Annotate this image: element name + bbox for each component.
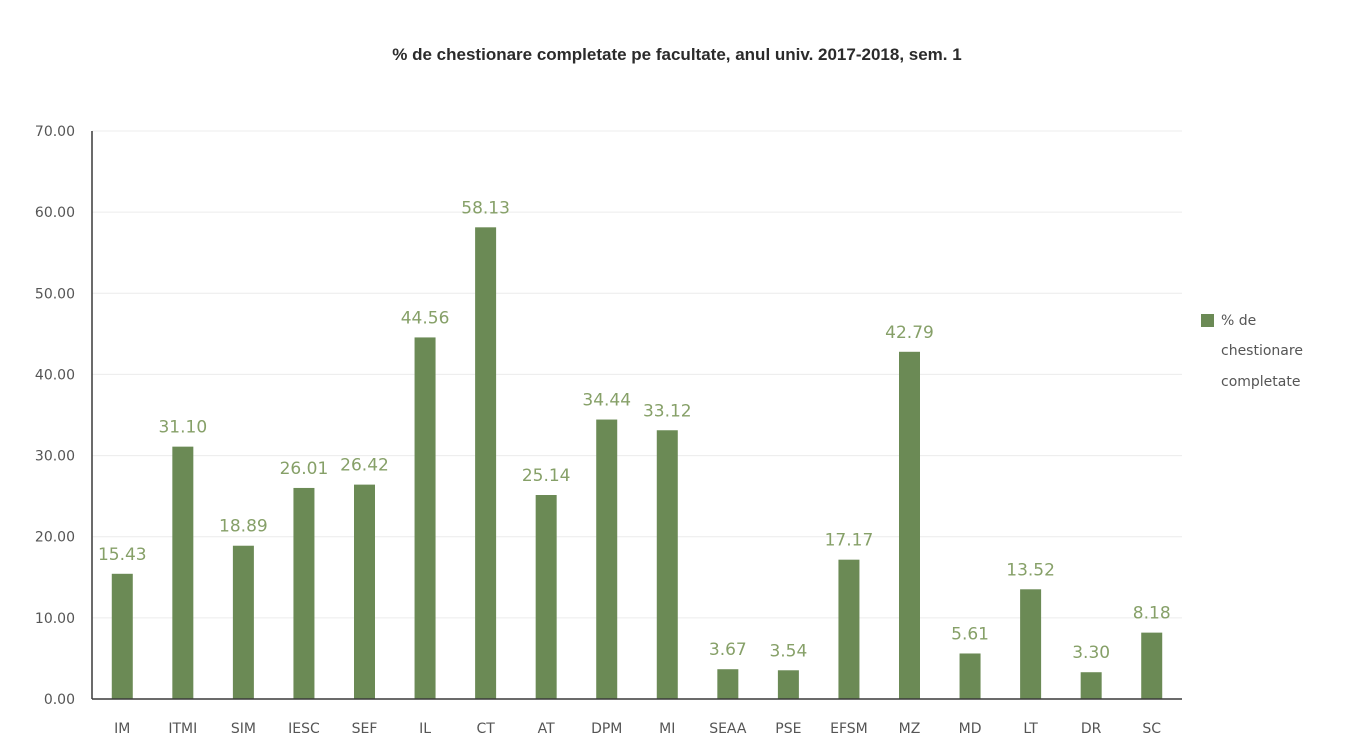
- bar-dr: [1080, 672, 1102, 699]
- x-tick-label: IL: [419, 721, 431, 737]
- y-tick-label: 20.00: [35, 530, 75, 546]
- bar-lt: [1020, 589, 1042, 699]
- y-tick-label: 70.00: [35, 124, 75, 140]
- y-tick-label: 50.00: [35, 286, 75, 302]
- bar-im: [111, 573, 133, 699]
- x-tick-label: SEF: [352, 721, 378, 737]
- bar-md: [959, 653, 981, 699]
- bar-itmi: [172, 446, 194, 699]
- x-tick-label: DPM: [591, 721, 622, 737]
- x-tick-label: MZ: [899, 721, 921, 737]
- x-tick-label: PSE: [775, 721, 801, 737]
- bar-iesc: [293, 487, 315, 699]
- data-label: 26.42: [340, 456, 389, 476]
- data-label: 13.52: [1006, 560, 1055, 580]
- bar-dpm: [596, 419, 618, 699]
- legend: % de chestionare completate: [1201, 313, 1303, 390]
- x-tick-label: IM: [114, 721, 130, 737]
- data-label: 33.12: [643, 401, 692, 421]
- x-tick-label: MI: [659, 721, 675, 737]
- bar-il: [414, 337, 436, 699]
- x-tick-label: IESC: [288, 721, 320, 737]
- data-label: 3.30: [1072, 643, 1110, 663]
- legend-label-line-1: % de: [1221, 313, 1256, 329]
- bar-ct: [475, 227, 497, 699]
- x-tick-label: DR: [1081, 721, 1102, 737]
- gridlines: [92, 130, 1182, 619]
- x-tick-label: ITMI: [168, 721, 197, 737]
- y-tick-label: 30.00: [35, 449, 75, 465]
- legend-label-line-3: completate: [1221, 374, 1300, 390]
- data-label: 58.13: [461, 198, 510, 218]
- data-label: 8.18: [1133, 604, 1171, 624]
- data-label: 17.17: [825, 531, 874, 551]
- bar-efsm: [838, 559, 860, 699]
- bar-sc: [1141, 632, 1163, 699]
- data-labels: 15.43 31.10 18.89 26.01 26.42 44.56 58.13 25.14…: [98, 198, 1171, 663]
- x-tick-label: EFSM: [830, 721, 868, 737]
- data-label: 42.79: [885, 323, 934, 343]
- bar-mz: [899, 351, 920, 699]
- data-label: 26.01: [280, 459, 329, 479]
- bar-sef: [354, 484, 375, 699]
- legend-swatch: [1201, 314, 1214, 327]
- y-axis-ticks: 0.00 10.00 20.00 30.00 40.00 50.00 60.00 70.00: [35, 124, 75, 708]
- x-tick-label: SIM: [231, 721, 256, 737]
- data-label: 5.61: [951, 624, 989, 644]
- y-tick-label: 60.00: [35, 205, 75, 221]
- data-label: 34.44: [582, 391, 631, 411]
- y-tick-label: 10.00: [35, 611, 75, 627]
- legend-label-line-2: chestionare: [1221, 343, 1303, 359]
- data-label: 25.14: [522, 466, 571, 486]
- y-tick-label: 0.00: [44, 692, 75, 708]
- x-tick-label: AT: [538, 721, 555, 737]
- bar-seaa: [717, 669, 739, 699]
- chart-title: % de chestionare completate pe facultate…: [392, 45, 961, 64]
- x-tick-label: SC: [1142, 721, 1161, 737]
- x-axis-ticks: IM ITMI SIM IESC SEF IL CT AT DPM MI SEAA PSE EFSM MZ…: [114, 721, 1161, 737]
- data-label: 15.43: [98, 545, 147, 565]
- x-tick-label: MD: [959, 721, 982, 737]
- x-tick-label: LT: [1023, 721, 1038, 737]
- bars: [111, 227, 1163, 699]
- bar-pse: [777, 670, 799, 699]
- y-tick-label: 40.00: [35, 367, 75, 383]
- data-label: 3.54: [769, 641, 807, 661]
- data-label: 31.10: [158, 418, 207, 438]
- data-label: 44.56: [401, 308, 450, 328]
- data-label: 3.67: [709, 640, 747, 660]
- x-tick-label: CT: [476, 721, 495, 737]
- bar-sim: [232, 545, 254, 699]
- data-label: 18.89: [219, 517, 268, 537]
- x-tick-label: SEAA: [709, 721, 747, 737]
- bar-at: [535, 495, 557, 699]
- bar-mi: [656, 430, 678, 699]
